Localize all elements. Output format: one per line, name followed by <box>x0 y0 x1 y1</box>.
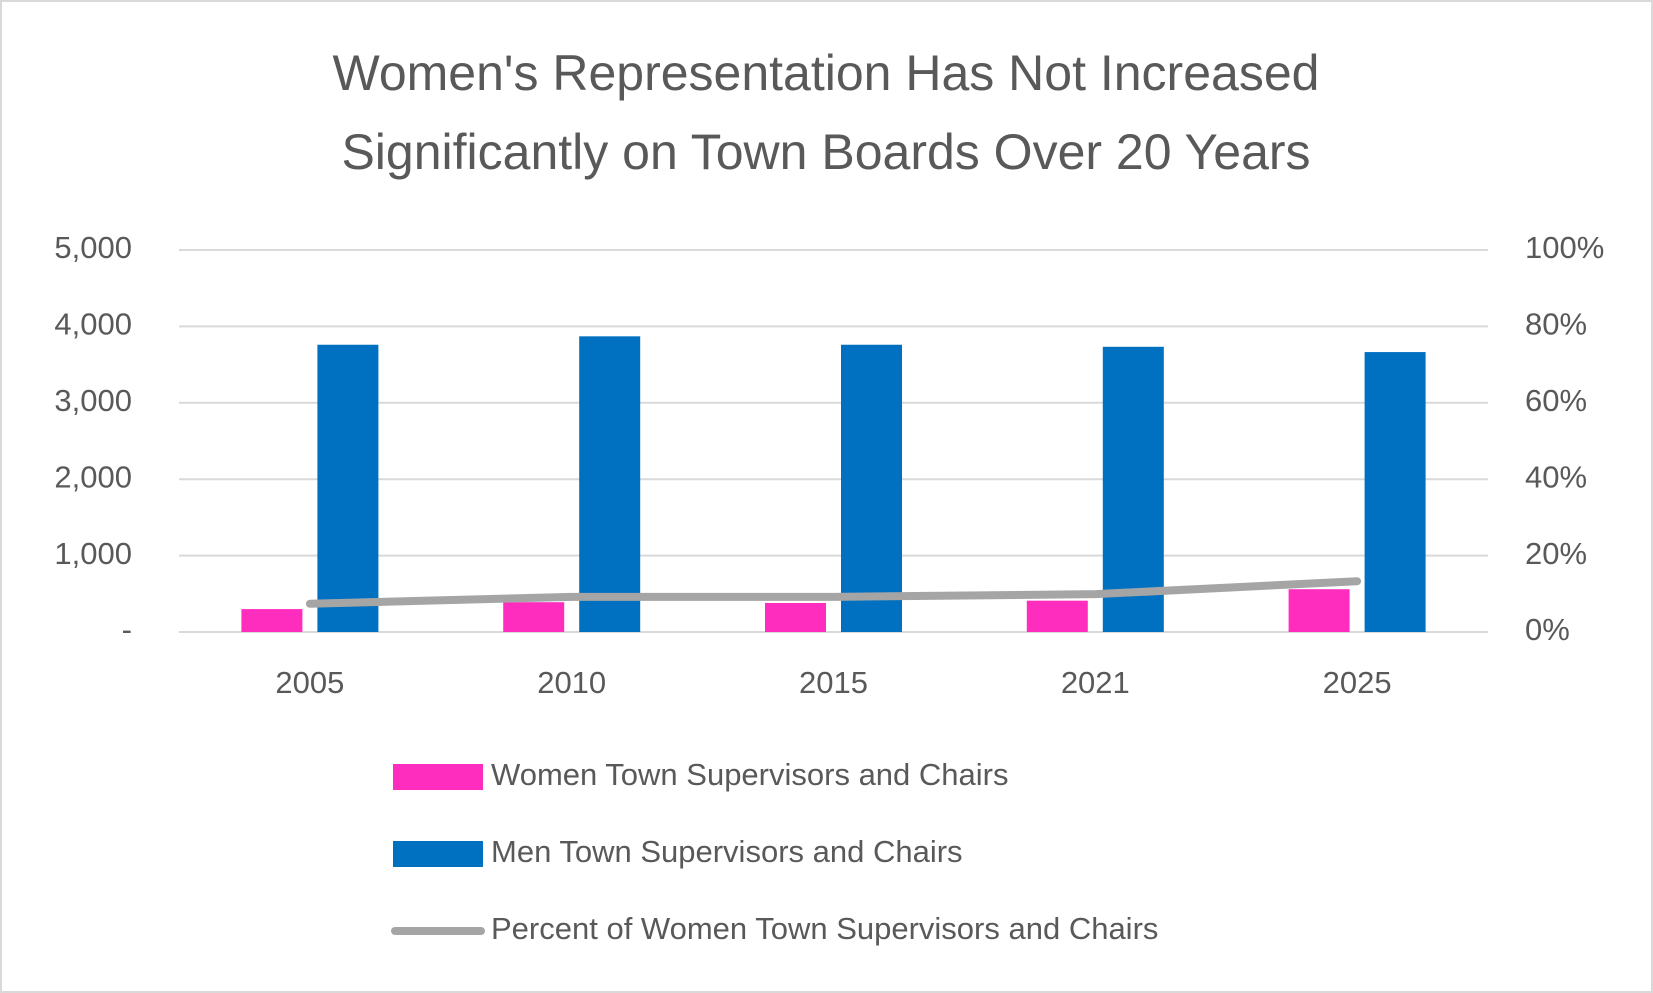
bar <box>1026 600 1088 632</box>
legend-label: Men Town Supervisors and Chairs <box>491 834 963 869</box>
legend-swatch <box>393 764 483 790</box>
bar <box>841 344 902 632</box>
bar <box>765 602 826 632</box>
y-tick-label: - <box>122 612 132 647</box>
y2-tick-label: 20% <box>1525 536 1587 571</box>
y-tick-label: 2,000 <box>54 459 132 494</box>
bar <box>1364 352 1426 632</box>
x-tick-label: 2025 <box>1323 665 1392 700</box>
legend-label: Percent of Women Town Supervisors and Ch… <box>491 911 1158 946</box>
chart-title: Significantly on Town Boards Over 20 Yea… <box>341 124 1310 180</box>
y2-tick-label: 40% <box>1525 459 1587 494</box>
chart-title: Women's Representation Has Not Increased <box>333 45 1320 101</box>
y-tick-label: 3,000 <box>54 383 132 418</box>
x-tick-label: 2015 <box>799 665 868 700</box>
legend-label: Women Town Supervisors and Chairs <box>491 757 1008 792</box>
bar <box>1102 346 1164 632</box>
y2-tick-label: 100% <box>1525 230 1604 265</box>
y-tick-label: 4,000 <box>54 307 132 342</box>
line <box>305 577 1362 608</box>
y2-tick-label: 0% <box>1525 612 1570 647</box>
bar <box>1288 589 1350 632</box>
y-tick-label: 5,000 <box>54 230 132 265</box>
bar <box>579 336 641 632</box>
bar <box>503 602 565 632</box>
x-tick-label: 2010 <box>537 665 606 700</box>
x-tick-label: 2021 <box>1061 665 1130 700</box>
bar <box>317 344 379 632</box>
x-tick-label: 2005 <box>275 665 344 700</box>
legend-swatch <box>393 841 483 867</box>
y2-tick-label: 60% <box>1525 383 1587 418</box>
y-tick-label: 1,000 <box>54 536 132 571</box>
bar <box>241 609 303 632</box>
y2-tick-label: 80% <box>1525 307 1587 342</box>
